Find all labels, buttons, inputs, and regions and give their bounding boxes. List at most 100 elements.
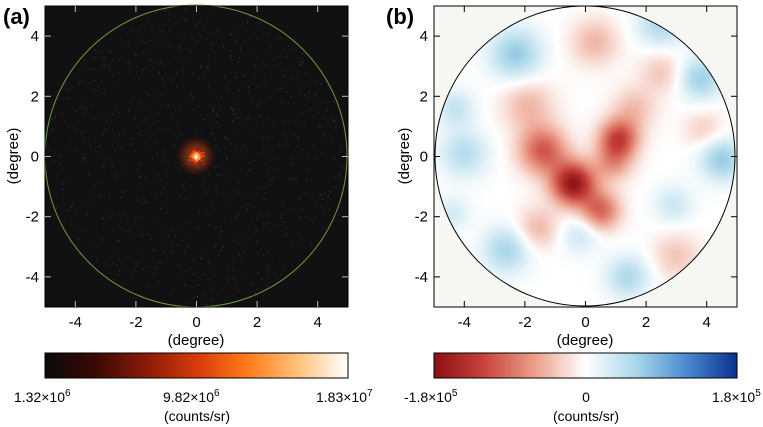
panel-a-noise-pixel xyxy=(200,65,202,67)
panel-a-noise-pixel xyxy=(148,18,150,20)
panel-a-noise-pixel xyxy=(146,93,148,95)
panel-a-source-pixel xyxy=(202,155,205,158)
panel-a-noise-pixel xyxy=(200,132,202,134)
panel-a-noise-pixel xyxy=(179,78,182,80)
panel-a-noise-pixel xyxy=(216,193,218,195)
panel-a-noise-pixel xyxy=(301,156,304,158)
panel-a-noise-pixel xyxy=(279,258,281,260)
panel-a-noise-pixel xyxy=(181,239,183,242)
panel-a-noise-pixel xyxy=(255,229,257,231)
panel-a-noise-pixel xyxy=(274,124,276,126)
panel-a-ytick-label: 0 xyxy=(31,149,39,166)
panel-a-noise-pixel xyxy=(233,278,235,280)
panel-a-noise-pixel xyxy=(192,258,194,261)
panel-a-noise-pixel xyxy=(287,135,289,138)
panel-a-noise-pixel xyxy=(166,207,169,209)
panel-b-ticks: -4 -2 0 2 4 -4 -2 0 2 4 xyxy=(415,6,737,331)
panel-a-noise-pixel xyxy=(143,120,145,122)
panel-a-noise-pixel xyxy=(104,57,106,59)
panel-a-noise-pixel xyxy=(180,276,182,278)
panel-a-noise-pixel xyxy=(260,215,262,217)
panel-a-noise-pixel xyxy=(287,209,289,211)
panel-a-noise-pixel xyxy=(265,83,267,85)
panel-b-colorbar-min: -1.8×105 xyxy=(404,388,458,405)
panel-a-noise-pixel xyxy=(295,57,297,59)
panel-a-noise-pixel xyxy=(234,117,236,119)
panel-a-noise-pixel xyxy=(159,178,161,180)
panel-a-noise-pixel xyxy=(107,265,109,267)
panel-a-noise-pixel xyxy=(335,109,338,111)
panel-a-noise-pixel xyxy=(330,115,332,117)
panel-a-noise-pixel xyxy=(275,56,277,58)
panel-a-noise-pixel xyxy=(215,184,217,186)
panel-a-noise-pixel xyxy=(236,191,238,193)
panel-a-noise-pixel xyxy=(84,112,86,114)
panel-a-noise-pixel xyxy=(101,46,103,48)
panel-a-ylabel: (degree) xyxy=(5,128,22,185)
panel-a-noise-pixel xyxy=(118,240,120,242)
panel-a-noise-pixel xyxy=(118,270,121,272)
panel-a-noise-pixel xyxy=(84,153,86,155)
panel-a-noise-pixel xyxy=(161,78,163,80)
panel-a-noise-pixel xyxy=(238,122,240,124)
panel-a-noise-pixel xyxy=(241,73,243,75)
panel-a-noise-pixel xyxy=(83,157,85,159)
panel-a-noise-pixel xyxy=(212,108,214,110)
panel-a-noise-pixel xyxy=(253,32,255,34)
panel-a-noise-pixel xyxy=(54,116,57,118)
panel-a-noise-pixel xyxy=(335,186,337,188)
panel-a-noise-pixel xyxy=(106,159,108,161)
panel-a-noise-pixel xyxy=(245,203,247,205)
panel-a-noise-pixel xyxy=(62,114,64,116)
panel-a-noise-pixel xyxy=(320,101,322,104)
panel-a-noise-pixel xyxy=(98,44,100,46)
panel-a-noise-pixel xyxy=(98,196,100,198)
panel-a-noise-pixel xyxy=(232,108,234,110)
panel-a-noise-pixel xyxy=(146,29,148,32)
panel-a-noise-pixel xyxy=(269,184,271,186)
panel-a-noise-pixel xyxy=(170,45,172,47)
panel-a-noise-pixel xyxy=(269,177,272,180)
panel-a-noise-pixel xyxy=(222,45,224,47)
panel-a-noise-pixel xyxy=(109,49,111,52)
panel-a-noise-pixel xyxy=(100,67,103,69)
panel-a-source-pixel xyxy=(191,148,194,151)
panel-a-noise-pixel xyxy=(246,208,249,210)
panel-a-noise-pixel xyxy=(343,166,345,168)
panel-a-noise-pixel xyxy=(310,177,312,179)
panel-a-noise-pixel xyxy=(122,191,124,193)
panel-a-colorbar-max: 1.83×107 xyxy=(316,388,373,405)
panel-a-noise-pixel xyxy=(131,44,133,46)
panel-a-noise-pixel xyxy=(210,128,212,130)
panel-a-noise-pixel xyxy=(177,203,179,205)
panel-a-noise-pixel xyxy=(195,24,197,26)
panel-a-noise-pixel xyxy=(215,227,217,229)
panel-a-noise-pixel xyxy=(96,88,98,90)
panel-a-noise-pixel xyxy=(161,114,164,116)
panel-a-noise-pixel xyxy=(252,51,254,53)
panel-a-noise-pixel xyxy=(340,145,342,147)
panel-a-noise-pixel xyxy=(185,17,187,19)
panel-a-noise-pixel xyxy=(124,164,126,166)
panel-a-noise-pixel xyxy=(144,201,146,203)
panel-a-noise-pixel xyxy=(216,96,218,99)
panel-a-noise-pixel xyxy=(232,258,234,260)
panel-a-noise-pixel xyxy=(112,112,114,114)
panel-a-noise-pixel xyxy=(210,205,212,207)
panel-a-noise-pixel xyxy=(243,40,245,42)
panel-a-noise-pixel xyxy=(224,136,226,138)
panel-a-noise-pixel xyxy=(49,149,51,151)
panel-a-source-pixel xyxy=(193,161,196,164)
panel-a-noise-pixel xyxy=(291,77,293,79)
panel-a-noise-pixel xyxy=(151,25,153,27)
panel-a-noise-pixel xyxy=(226,158,228,160)
panel-a-noise-pixel xyxy=(157,175,159,177)
panel-a-source-pixel xyxy=(201,160,204,163)
panel-a-noise-pixel xyxy=(281,70,283,72)
panel-a-noise-pixel xyxy=(178,195,180,197)
panel-a-colorbar-min: 1.32×106 xyxy=(14,388,71,405)
panel-a-noise-pixel xyxy=(249,117,251,119)
panel-a-noise-pixel xyxy=(156,128,159,130)
panel-a-noise-pixel xyxy=(277,169,279,171)
panel-a-noise-pixel xyxy=(211,48,213,51)
